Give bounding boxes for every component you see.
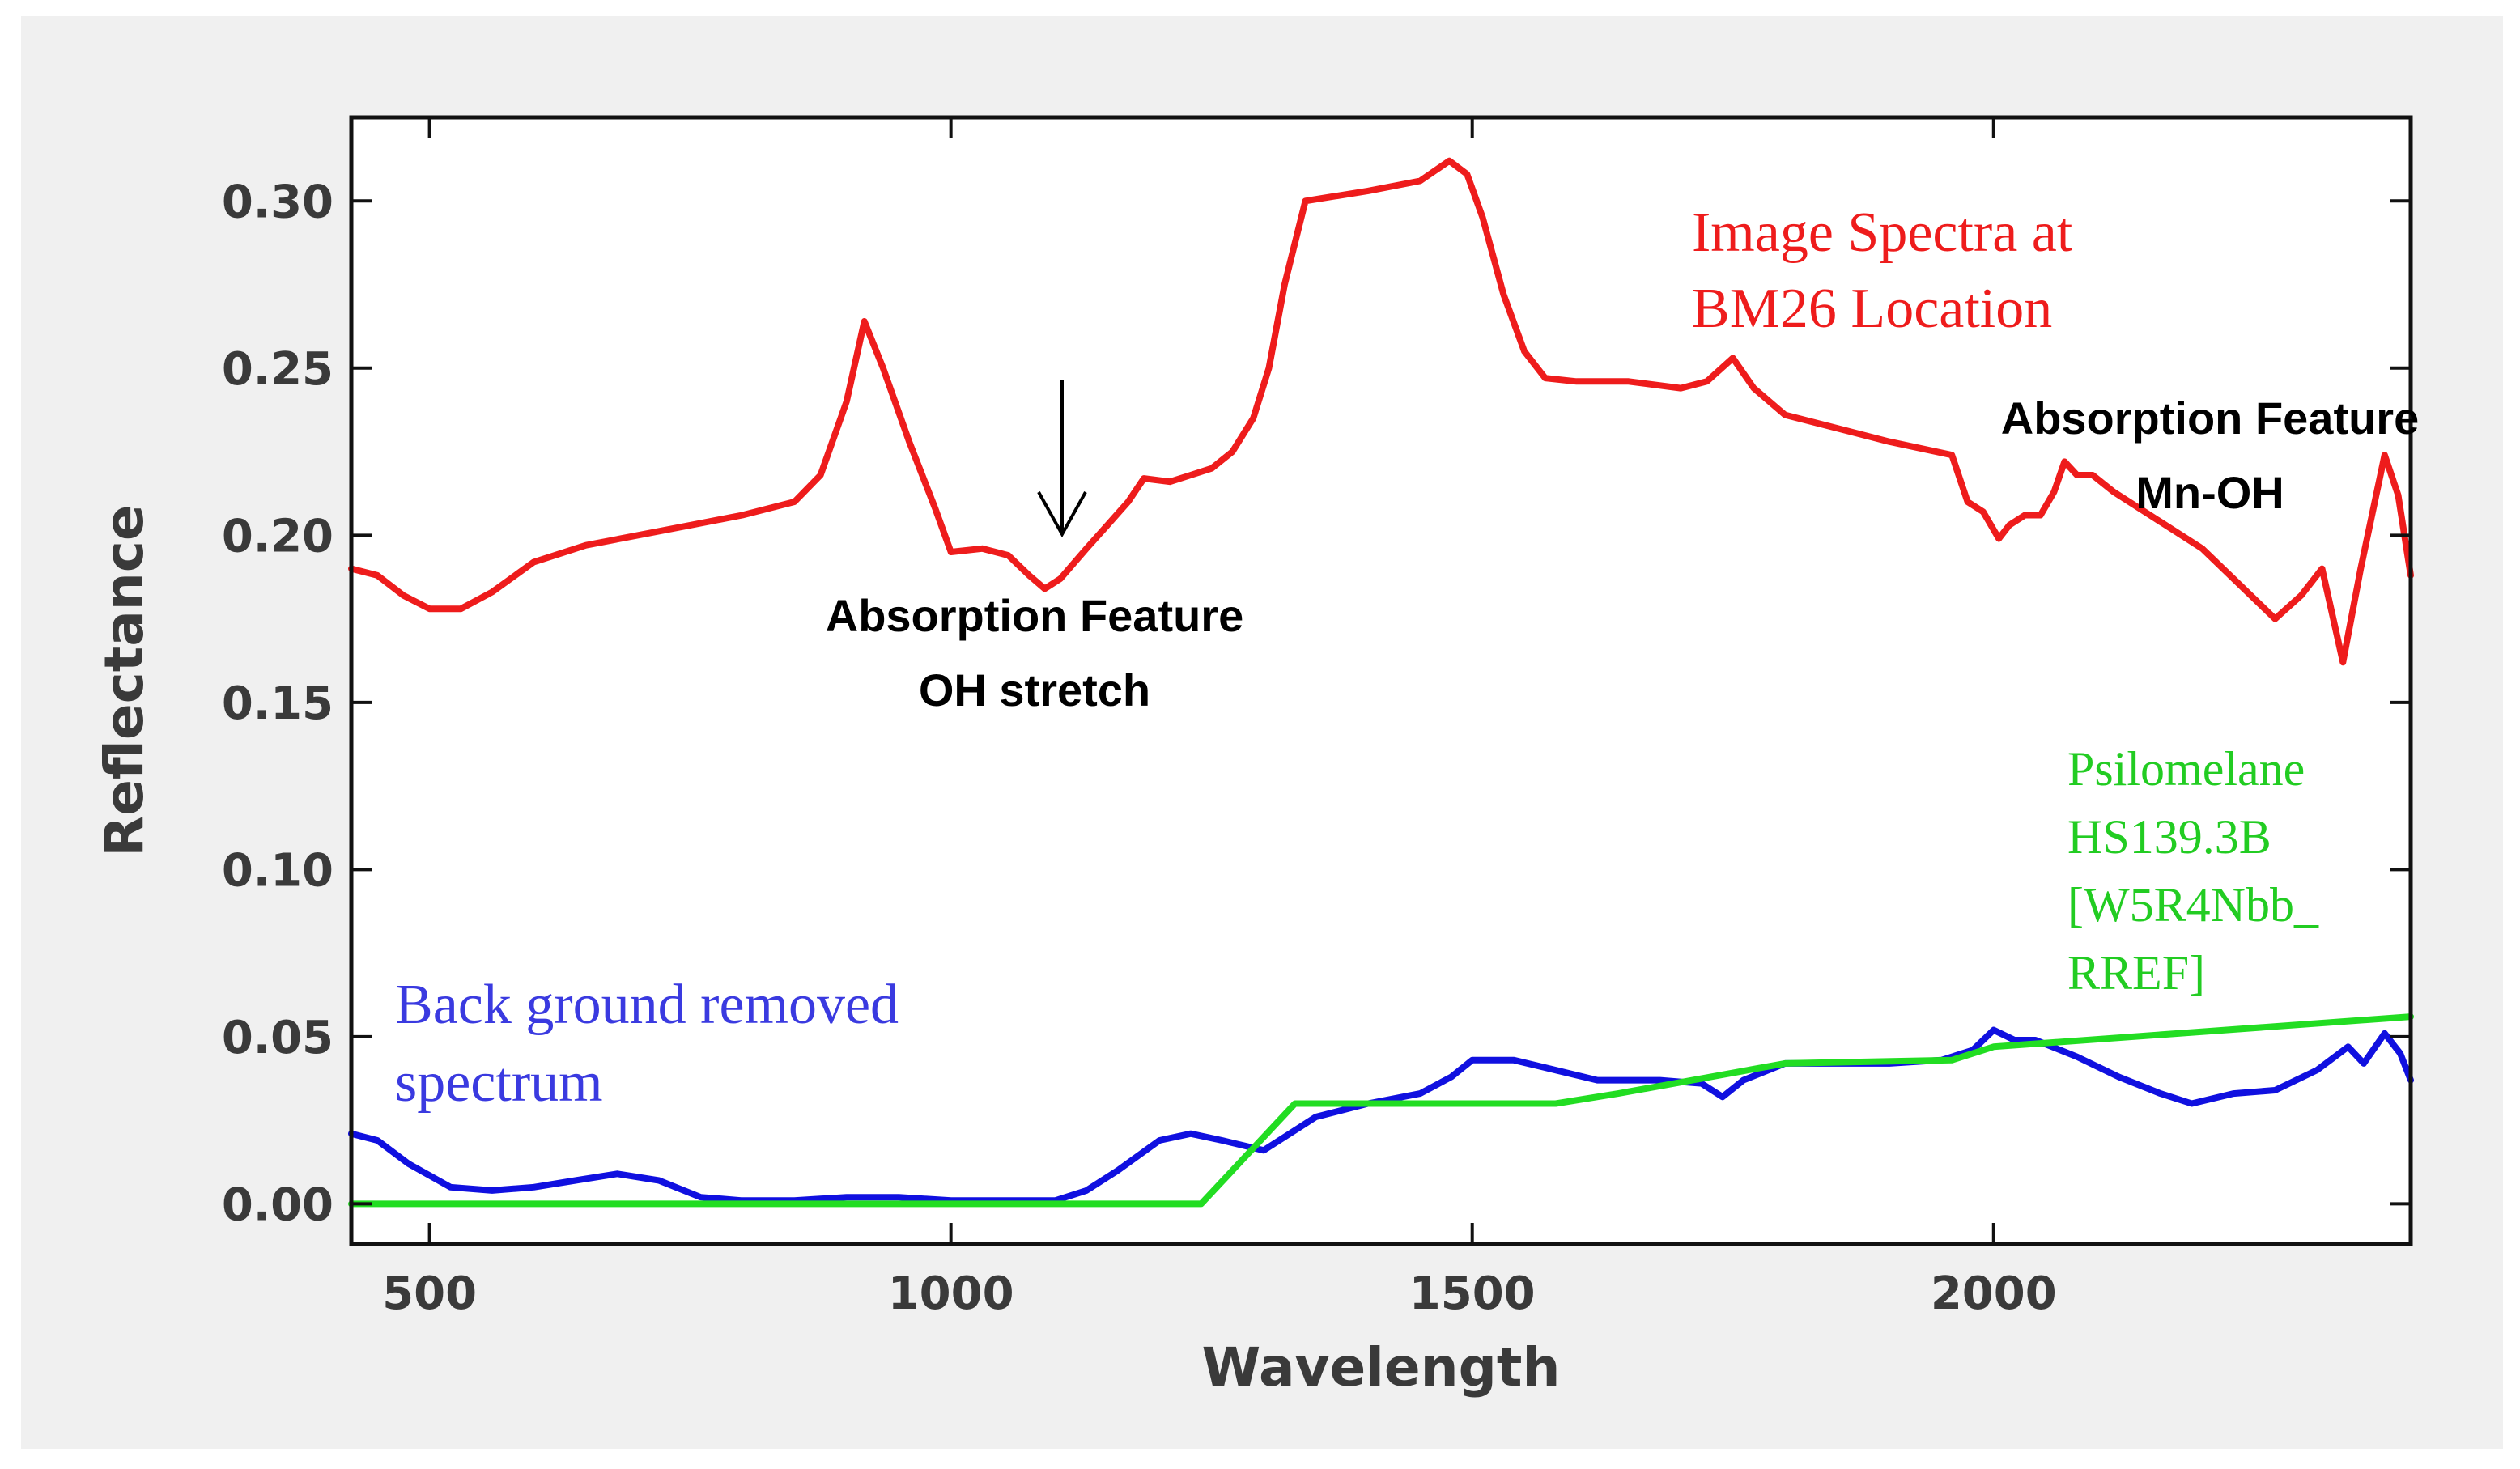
plot-border <box>349 115 2413 1246</box>
x-tick-label: 500 <box>382 1267 477 1320</box>
psilomelane-label-line-1: Psilomelane <box>2067 742 2305 796</box>
psilomelane-label-line-4: RREF] <box>2067 946 2205 1000</box>
y-tick-label: 0.25 <box>222 343 334 396</box>
y-tick-label: 0.05 <box>222 1012 334 1064</box>
ticks-layer: 500 1000 1500 2000 0.00 0.05 0.10 0.15 0.20 0.25 0… <box>222 117 2411 1320</box>
image-spectra-label-bg <box>1676 191 2123 337</box>
image-spectra-label-line-1: Image Spectra at <box>1692 202 2073 264</box>
x-tick-label: 2000 <box>1931 1267 2057 1320</box>
oh-absorption-label-line-2: OH stretch <box>919 664 1150 715</box>
psilomelane-label-line-3: [W5R4Nbb_ <box>2067 878 2319 932</box>
y-tick-label: 0.15 <box>222 677 334 730</box>
series-layer <box>348 157 2414 1208</box>
image-spectra-label-line-2: BM26 Location <box>1692 278 2052 340</box>
y-tick-label: 0.10 <box>222 844 334 897</box>
x-tick-label: 1000 <box>888 1267 1014 1320</box>
y-tick-label: 0.00 <box>222 1178 334 1231</box>
y-tick-label: 0.20 <box>222 510 334 563</box>
background-removed-line <box>348 1026 2414 1204</box>
x-axis-title: Wavelength <box>1202 1336 1561 1399</box>
y-axis-title: Reflectance <box>93 504 155 856</box>
image-spectra-line <box>348 157 2414 666</box>
mnoh-absorption-label-line-2: Mn-OH <box>2135 467 2284 518</box>
x-tick-label: 1500 <box>1409 1267 1536 1320</box>
y-tick-label: 0.30 <box>222 176 334 228</box>
mnoh-absorption-label-line-1: Absorption Feature <box>2001 393 2419 444</box>
psilomelane-line <box>348 1013 2414 1208</box>
oh-arrow-icon <box>1037 380 1087 538</box>
background-removed-label-line-1: Back ground removed <box>395 974 899 1036</box>
oh-absorption-label-line-1: Absorption Feature <box>826 590 1243 641</box>
psilomelane-label-line-2: HS139.3B <box>2067 810 2271 864</box>
background-removed-label-line-2: spectrum <box>395 1051 603 1114</box>
